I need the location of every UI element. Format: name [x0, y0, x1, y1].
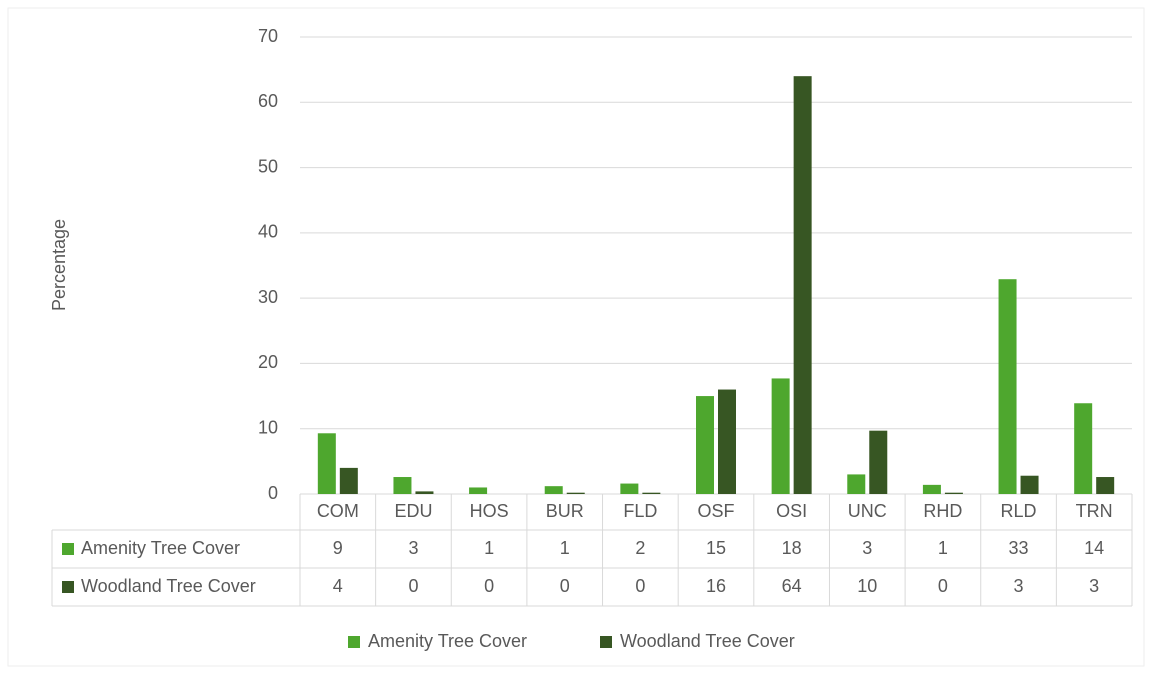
- bar: [944, 492, 963, 494]
- x-tick-label: RHD: [923, 501, 962, 521]
- bar: [869, 430, 888, 494]
- table-value: 1: [938, 538, 948, 558]
- table-legend-key: [62, 543, 74, 555]
- y-tick-label: 30: [258, 287, 278, 307]
- table-value: 0: [408, 576, 418, 596]
- table-value: 2: [635, 538, 645, 558]
- bar: [771, 378, 790, 494]
- y-axis-label: Percentage: [49, 219, 69, 311]
- bar: [1096, 477, 1115, 494]
- table-value: 1: [560, 538, 570, 558]
- table-value: 10: [857, 576, 877, 596]
- y-tick-label: 70: [258, 26, 278, 46]
- legend-label: Amenity Tree Cover: [368, 631, 527, 651]
- table-value: 4: [333, 576, 343, 596]
- y-tick-label: 50: [258, 156, 278, 176]
- x-tick-label: FLD: [623, 501, 657, 521]
- x-tick-label: OSF: [697, 501, 734, 521]
- table-value: 0: [938, 576, 948, 596]
- bar: [544, 486, 563, 494]
- bar: [415, 491, 434, 494]
- bar: [566, 492, 585, 494]
- table-value: 3: [408, 538, 418, 558]
- table-value: 9: [333, 538, 343, 558]
- table-value: 0: [560, 576, 570, 596]
- x-tick-label: RLD: [1001, 501, 1037, 521]
- table-value: 64: [782, 576, 802, 596]
- y-tick-label: 20: [258, 352, 278, 372]
- legend-key: [600, 636, 612, 648]
- table-value: 3: [862, 538, 872, 558]
- table-value: 14: [1084, 538, 1104, 558]
- x-tick-label: COM: [317, 501, 359, 521]
- y-tick-label: 10: [258, 417, 278, 437]
- bar: [1020, 475, 1039, 494]
- x-tick-label: EDU: [394, 501, 432, 521]
- bar: [393, 477, 412, 494]
- table-value: 1: [484, 538, 494, 558]
- table-legend-key: [62, 581, 74, 593]
- x-tick-label: UNC: [848, 501, 887, 521]
- bar: [696, 396, 714, 494]
- table-value: 3: [1089, 576, 1099, 596]
- x-tick-label: OSI: [776, 501, 807, 521]
- table-value: 33: [1009, 538, 1029, 558]
- bar: [718, 389, 736, 494]
- x-tick-label: HOS: [470, 501, 509, 521]
- table-value: 18: [782, 538, 802, 558]
- x-tick-label: TRN: [1076, 501, 1113, 521]
- bar: [793, 76, 812, 495]
- bar: [1074, 403, 1093, 494]
- bar: [469, 487, 488, 494]
- table-value: 0: [484, 576, 494, 596]
- table-value: 0: [635, 576, 645, 596]
- table-value: 16: [706, 576, 726, 596]
- y-tick-label: 40: [258, 222, 278, 242]
- chart-frame: [7, 7, 1145, 667]
- table-series-name: Woodland Tree Cover: [81, 576, 256, 596]
- bar: [847, 474, 866, 494]
- bar: [998, 279, 1017, 494]
- y-tick-label: 0: [268, 483, 278, 503]
- table-series-name: Amenity Tree Cover: [81, 538, 240, 558]
- legend-key: [348, 636, 360, 648]
- bar: [339, 467, 358, 494]
- y-tick-label: 60: [258, 91, 278, 111]
- legend-label: Woodland Tree Cover: [620, 631, 795, 651]
- bar: [922, 484, 941, 494]
- x-tick-label: BUR: [546, 501, 584, 521]
- table-value: 3: [1014, 576, 1024, 596]
- bar: [642, 492, 661, 494]
- bar: [620, 483, 639, 494]
- table-value: 15: [706, 538, 726, 558]
- bar: [317, 433, 336, 494]
